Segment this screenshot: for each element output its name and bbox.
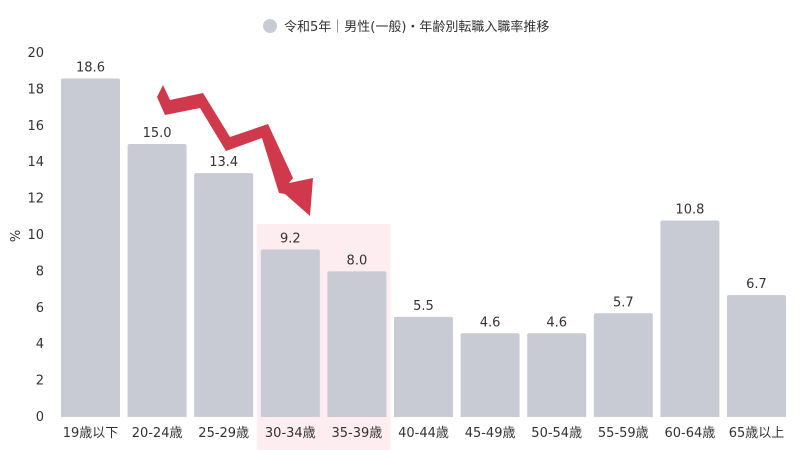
category-label: 25-29歳 — [198, 426, 249, 441]
y-tick-label: 20 — [27, 46, 44, 61]
legend-marker — [263, 19, 277, 33]
data-label: 5.7 — [613, 295, 634, 310]
bar — [194, 173, 254, 417]
bar — [260, 249, 320, 417]
data-label: 6.7 — [746, 277, 767, 292]
data-label: 13.4 — [209, 155, 238, 170]
y-tick-label: 4 — [36, 337, 44, 352]
category-label: 50-54歳 — [531, 426, 582, 441]
y-tick-label: 10 — [27, 228, 44, 243]
y-axis-title: % — [9, 230, 24, 242]
category-label: 19歳以下 — [63, 426, 119, 441]
y-tick-label: 16 — [27, 119, 44, 134]
data-label: 10.8 — [675, 202, 704, 217]
data-label: 5.5 — [413, 299, 434, 314]
y-tick-label: 8 — [36, 264, 44, 279]
category-label: 55-59歳 — [598, 426, 649, 441]
y-tick-label: 6 — [36, 301, 44, 316]
category-label: 30-34歳 — [265, 426, 316, 441]
data-label: 4.6 — [480, 315, 501, 330]
y-tick-label: 18 — [27, 82, 44, 97]
trend-arrow — [157, 85, 313, 216]
legend-label: 令和5年｜男性(一般)・年齢別転職入職率推移 — [284, 19, 549, 35]
legend: 令和5年｜男性(一般)・年齢別転職入職率推移 — [263, 19, 549, 35]
bar — [527, 333, 587, 417]
y-tick-label: 2 — [36, 374, 44, 389]
bar — [394, 316, 453, 417]
bar — [127, 144, 187, 417]
bar — [727, 295, 786, 417]
y-tick-label: 0 — [36, 410, 44, 425]
bar — [660, 220, 720, 417]
data-label: 15.0 — [143, 126, 172, 141]
data-label: 18.6 — [76, 60, 105, 75]
y-tick-label: 12 — [27, 192, 44, 207]
category-label: 20-24歳 — [132, 426, 183, 441]
data-label: 9.2 — [280, 232, 301, 247]
category-label: 45-49歳 — [465, 426, 516, 441]
category-label: 65歳以上 — [729, 426, 785, 441]
category-label: 35-39歳 — [332, 426, 383, 441]
data-label: 8.0 — [347, 253, 368, 268]
category-label: 40-44歳 — [398, 426, 449, 441]
bar — [460, 333, 520, 417]
bar — [593, 313, 653, 417]
y-tick-label: 14 — [27, 155, 44, 170]
bar — [327, 271, 387, 417]
bar — [61, 78, 120, 417]
data-label: 4.6 — [546, 315, 567, 330]
category-label: 60-64歳 — [665, 426, 716, 441]
